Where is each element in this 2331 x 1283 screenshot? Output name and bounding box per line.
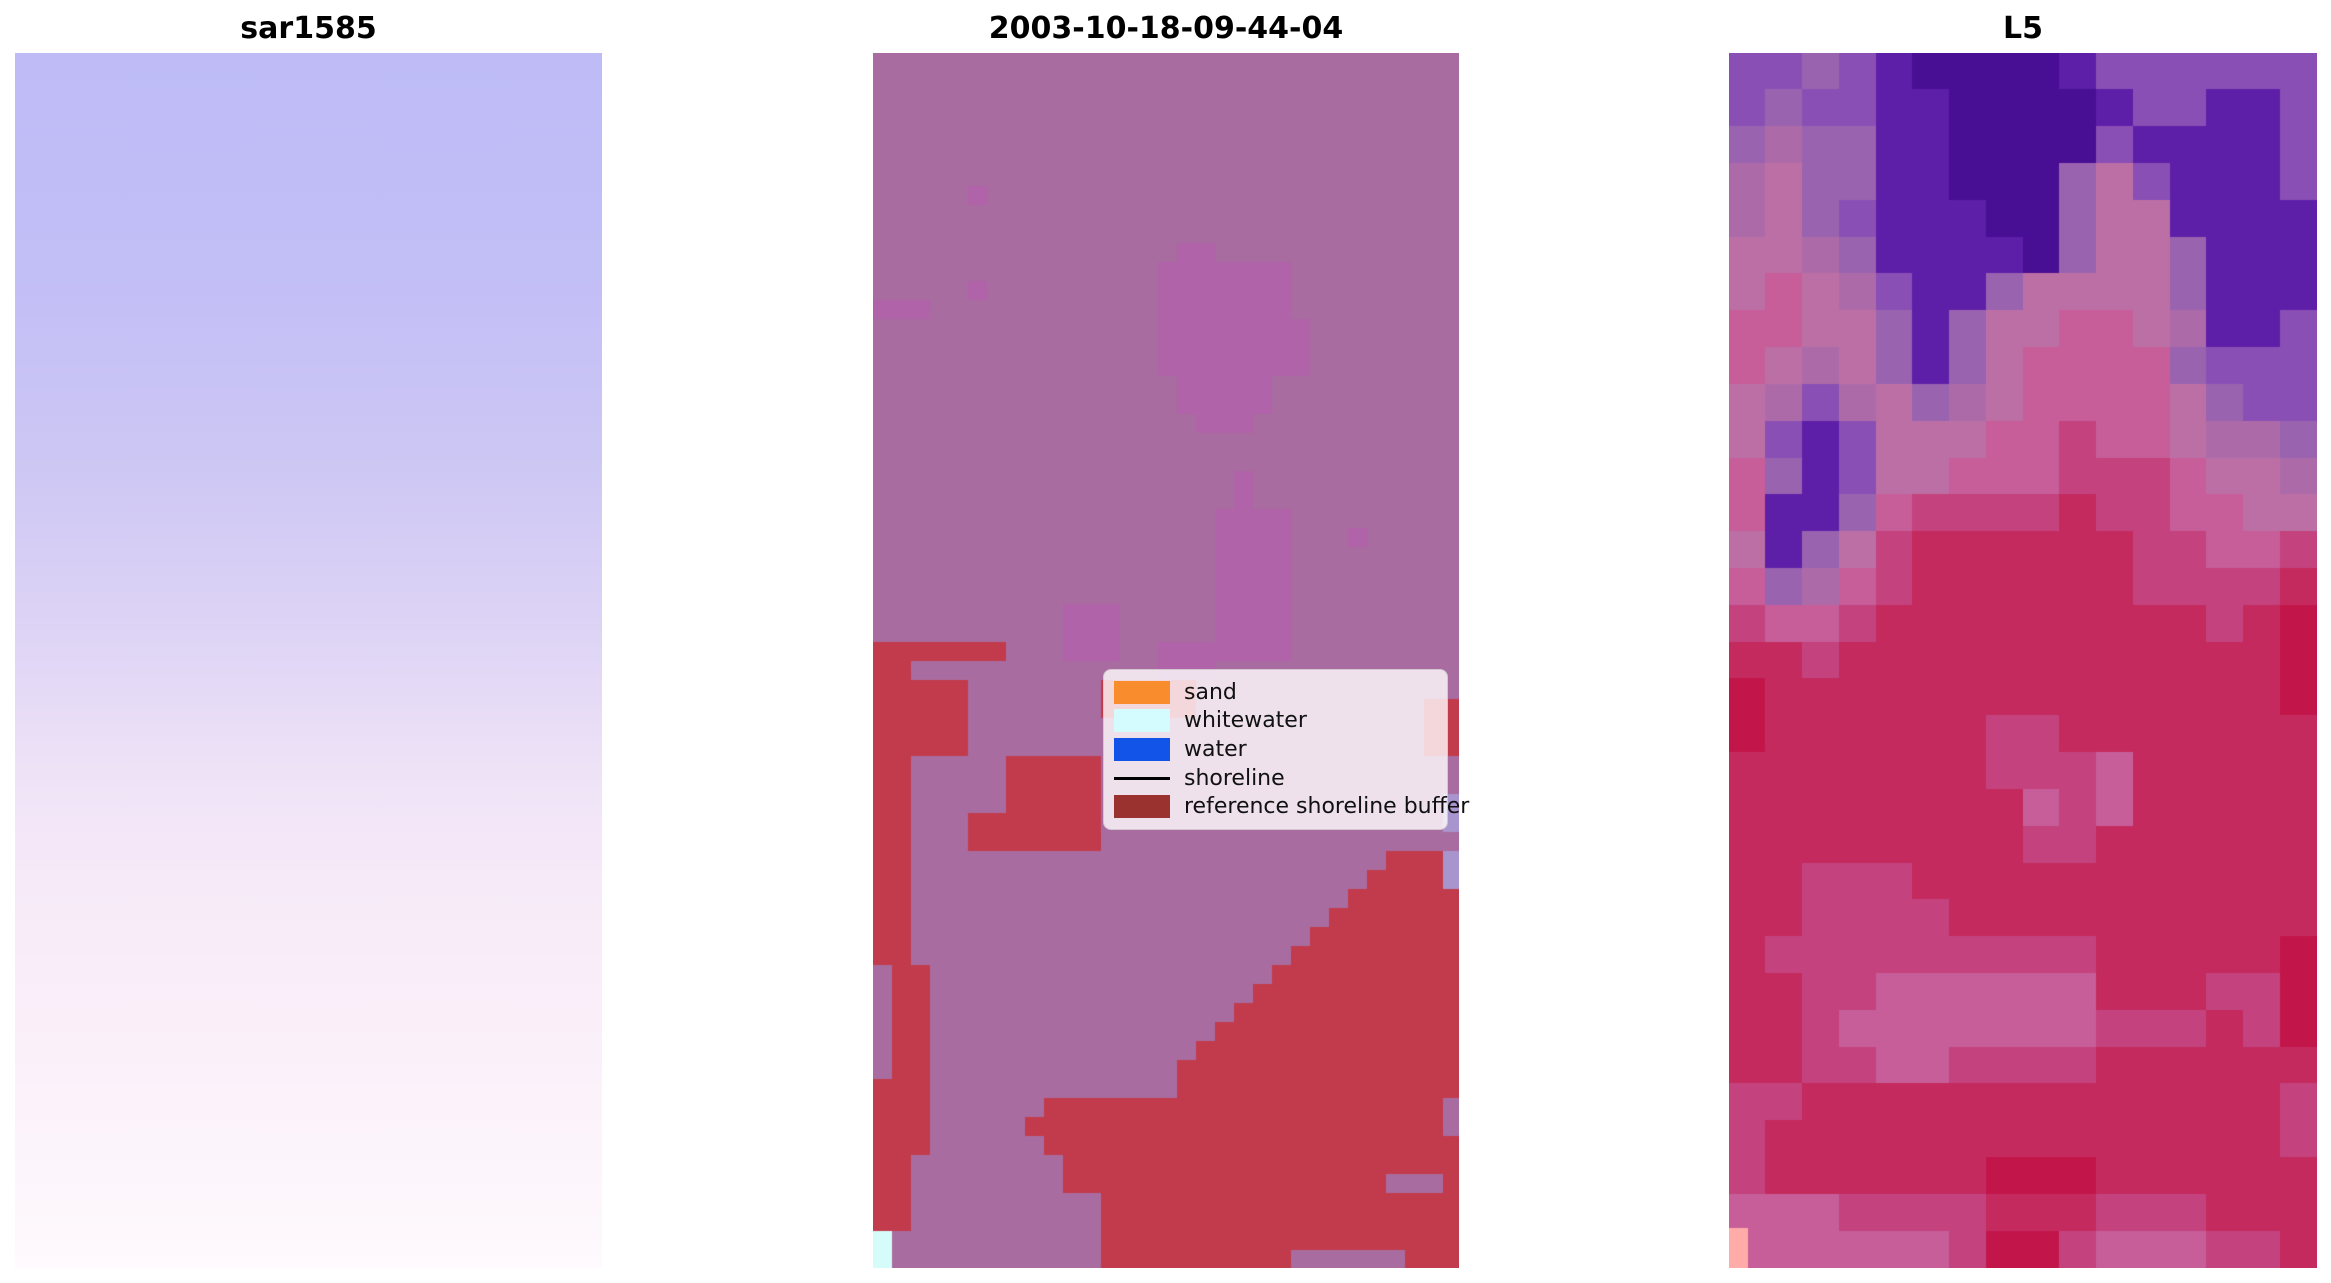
legend-label: water — [1184, 736, 1247, 762]
legend-line-swatch — [1114, 776, 1170, 780]
legend-item-sand: sand — [1114, 678, 1437, 707]
l5-panel-title: L5 — [2003, 11, 2043, 46]
sar-panel-title: sar1585 — [240, 11, 377, 46]
classification-panel: 2003-10-18-09-44-04 — [873, 11, 1459, 1268]
legend-label: sand — [1184, 679, 1237, 705]
legend-item-reference-shoreline-buffer: reference shoreline buffer — [1114, 792, 1469, 821]
l5-image — [1729, 53, 2317, 1268]
legend: sand whitewater water shoreline reference sh… — [1103, 669, 1469, 830]
legend-item-water: water — [1114, 735, 1437, 764]
legend-color-swatch — [1114, 709, 1170, 733]
legend-label: whitewater — [1184, 708, 1307, 734]
classification-panel-title: 2003-10-18-09-44-04 — [988, 11, 1344, 46]
legend-item-shoreline: shoreline — [1114, 764, 1437, 793]
legend-color-swatch — [1114, 737, 1170, 761]
legend-label: reference shoreline buffer — [1184, 794, 1470, 820]
sar-panel: sar1585 — [15, 11, 602, 1268]
legend-color-swatch — [1114, 680, 1170, 704]
l5-panel: L5 — [1729, 11, 2317, 1268]
legend-label: shoreline — [1184, 765, 1285, 791]
legend-color-swatch — [1114, 795, 1170, 819]
legend-item-whitewater: whitewater — [1114, 707, 1437, 736]
classification-image — [873, 53, 1459, 1268]
sar-image — [15, 53, 602, 1268]
